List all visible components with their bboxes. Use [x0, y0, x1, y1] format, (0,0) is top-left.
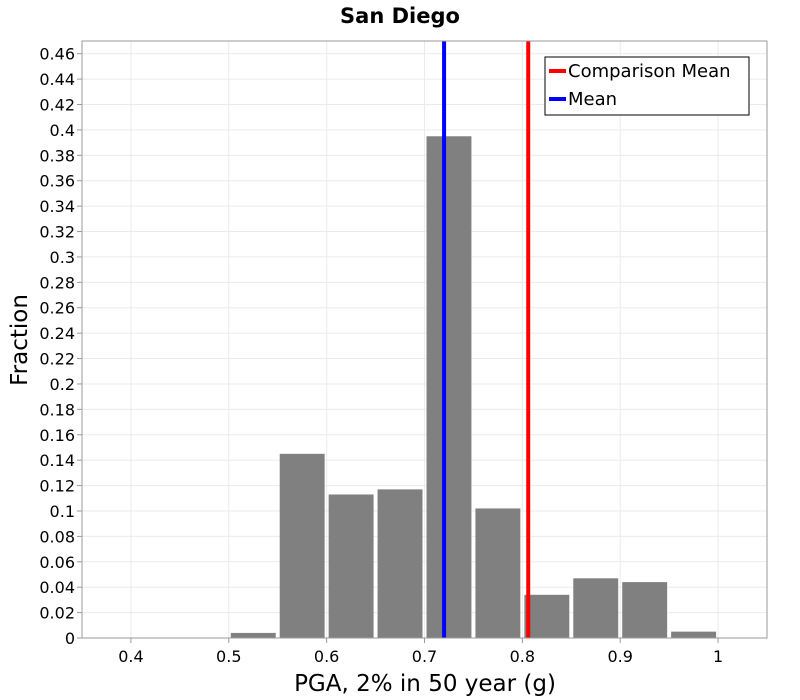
y-tick-label: 0.42 [39, 96, 75, 115]
histogram-bar [573, 578, 619, 638]
histogram-bar [377, 489, 423, 638]
y-tick-label: 0.06 [39, 553, 75, 572]
y-tick-label: 0.44 [39, 70, 75, 89]
reference-lines [442, 41, 531, 638]
legend-label-mean: Mean [568, 89, 617, 110]
histogram-bar [279, 453, 325, 638]
x-tick-label: 0.8 [510, 647, 535, 666]
x-tick-label: 0.9 [607, 647, 632, 666]
x-tick-label: 0.5 [216, 647, 241, 666]
histogram-bar [475, 508, 521, 638]
y-tick-label: 0.2 [50, 375, 75, 394]
y-tick-label: 0.16 [39, 426, 75, 445]
chart-title: San Diego [340, 4, 460, 28]
y-tick-label: 0.46 [39, 45, 75, 64]
y-tick-label: 0.12 [39, 477, 75, 496]
histogram-bar [328, 494, 374, 638]
y-axis-ticks: 0 0.02 0.04 0.06 0.08 0.1 0.12 0.14 0.16 0.18 0.2 0… [39, 45, 82, 648]
x-tick-label: 0.4 [118, 647, 143, 666]
y-tick-label: 0.14 [39, 451, 75, 470]
y-tick-label: 0.34 [39, 197, 75, 216]
y-tick-label: 0.38 [39, 146, 75, 165]
y-tick-label: 0.08 [39, 527, 75, 546]
y-tick-label: 0.3 [50, 248, 75, 267]
y-tick-label: 0.36 [39, 172, 75, 191]
y-tick-label: 0.4 [50, 121, 75, 140]
grid-lines [82, 41, 767, 639]
x-axis-label: PGA, 2% in 50 year (g) [294, 671, 556, 697]
x-axis-ticks: 0.4 0.5 0.6 0.7 0.8 0.9 1 [118, 638, 723, 666]
y-tick-label: 0.32 [39, 223, 75, 242]
y-tick-label: 0.28 [39, 273, 75, 292]
histogram-bar [426, 136, 472, 638]
histogram-bars [230, 136, 717, 638]
legend: Comparison Mean Mean [544, 56, 750, 116]
y-tick-label: 0.18 [39, 400, 75, 419]
histogram-bar [524, 594, 570, 638]
y-tick-label: 0.04 [39, 578, 75, 597]
y-tick-label: 0.1 [50, 502, 75, 521]
histogram-bar [230, 632, 276, 638]
y-axis-label: Fraction [7, 294, 33, 386]
x-tick-label: 0.7 [412, 647, 437, 666]
y-tick-label: 0.22 [39, 350, 75, 369]
histogram-bar [671, 631, 717, 638]
y-tick-label: 0.26 [39, 299, 75, 318]
y-tick-label: 0 [65, 629, 75, 648]
x-tick-label: 1 [713, 647, 723, 666]
legend-label-comparison-mean: Comparison Mean [568, 61, 731, 82]
legend-box [544, 56, 750, 116]
y-tick-label: 0.02 [39, 604, 75, 623]
y-tick-label: 0.24 [39, 324, 75, 343]
x-tick-label: 0.6 [314, 647, 339, 666]
histogram-bar [622, 582, 668, 638]
